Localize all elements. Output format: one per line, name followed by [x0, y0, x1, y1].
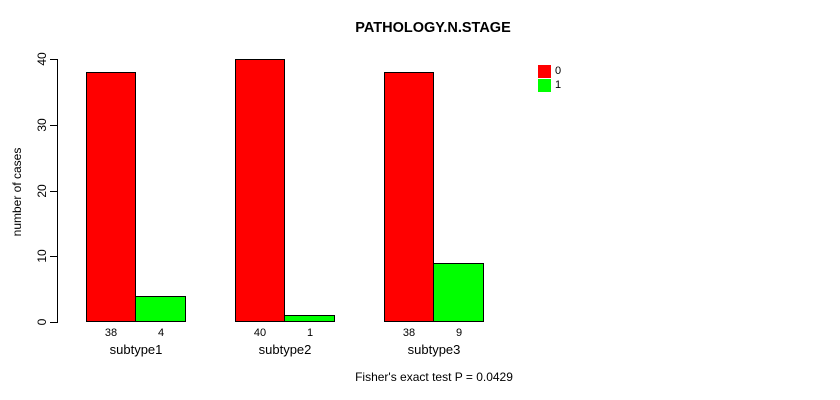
bar-value-label: 4 [157, 327, 165, 339]
y-tick-mark [50, 322, 57, 323]
category-label: subtype3 [407, 342, 461, 357]
legend-item: 0 [538, 65, 561, 78]
y-tick-label: 0 [35, 318, 49, 326]
bar-segment [284, 315, 335, 322]
y-tick-label: 30 [35, 118, 49, 132]
y-tick-label: 10 [35, 249, 49, 263]
legend-swatch [538, 65, 551, 78]
y-tick-mark [50, 59, 57, 60]
y-tick-mark [50, 191, 57, 192]
legend-swatch [538, 79, 551, 92]
bar-value-label: 1 [306, 327, 314, 339]
legend-item: 1 [538, 79, 561, 92]
y-tick-mark [50, 125, 57, 126]
bar-segment [86, 72, 136, 322]
bar-segment [433, 263, 484, 322]
bar-value-label: 38 [104, 327, 118, 339]
category-label: subtype2 [258, 342, 312, 357]
legend-label: 0 [555, 65, 562, 77]
category-label: subtype1 [109, 342, 163, 357]
bar-segment [384, 72, 434, 322]
y-axis-label: number of cases [10, 147, 24, 237]
y-tick-label: 40 [35, 52, 49, 66]
bar-segment [135, 296, 186, 322]
bar-value-label: 9 [455, 327, 463, 339]
legend-label: 1 [555, 79, 562, 91]
chart-title: PATHOLOGY.N.STAGE [355, 20, 511, 36]
y-tick-mark [50, 256, 57, 257]
bar-segment [235, 59, 285, 322]
y-tick-label: 20 [35, 184, 49, 198]
bar-value-label: 38 [402, 327, 416, 339]
bar-value-label: 40 [253, 327, 267, 339]
y-axis-line [57, 59, 58, 323]
fisher-test-annotation: Fisher's exact test P = 0.0429 [355, 370, 513, 384]
